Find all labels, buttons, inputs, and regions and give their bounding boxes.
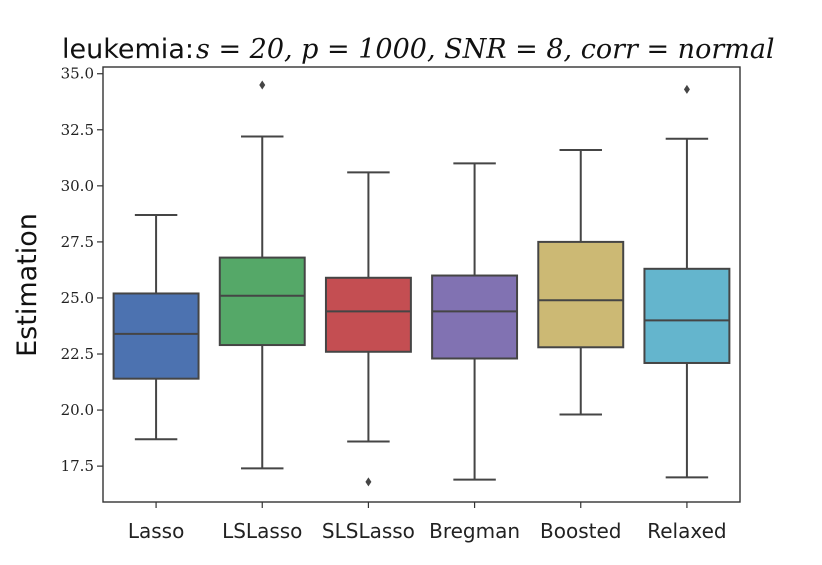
boxes-layer: [112, 80, 731, 487]
box-relaxed: [643, 84, 731, 479]
box-bregman: [431, 162, 519, 481]
chart-title-prefix: leukemia:: [62, 34, 194, 65]
y-tick-label: 22.5: [61, 345, 94, 363]
y-tick-label: 35.0: [61, 65, 94, 83]
iqr-box: [112, 292, 200, 380]
iqr-box: [643, 267, 731, 364]
y-tick-label: 25.0: [61, 289, 94, 307]
x-tick-label: Relaxed: [647, 519, 726, 543]
iqr-box: [218, 256, 306, 347]
x-tick-label: Lasso: [128, 519, 184, 543]
outlier-point: [259, 80, 266, 90]
iqr-box: [431, 274, 519, 360]
outlier-point: [683, 84, 690, 94]
chart-title-math: s = 20, p = 1000, SNR = 8, corr = normal: [196, 34, 775, 65]
box-lasso: [112, 213, 200, 441]
iqr-box: [537, 240, 625, 349]
x-tick-label: Bregman: [429, 519, 520, 543]
x-axis: Lasso LSLasso SLSLasso Bregman Boosted Relaxe…: [128, 502, 727, 543]
iqr-box: [324, 276, 412, 353]
plot-area-frame: [102, 66, 741, 503]
y-tick-label: 27.5: [61, 233, 94, 251]
x-tick-label: LSLasso: [222, 519, 302, 543]
y-tick-label: 32.5: [61, 121, 94, 139]
x-tick-label: Boosted: [540, 519, 621, 543]
box-boosted: [537, 148, 625, 416]
x-tick-label: SLSLasso: [322, 519, 415, 543]
y-tick-label: 20.0: [61, 401, 94, 419]
y-axis-label: Estimation: [12, 213, 43, 357]
outlier-point: [365, 477, 372, 487]
y-axis: 17.5 20.0 22.5 25.0 27.5 30.0 32.5 35.0: [61, 65, 103, 475]
box-slslasso: [324, 171, 412, 487]
y-tick-label: 17.5: [61, 457, 94, 475]
y-tick-label: 30.0: [61, 177, 94, 195]
box-lslasso: [218, 80, 306, 470]
